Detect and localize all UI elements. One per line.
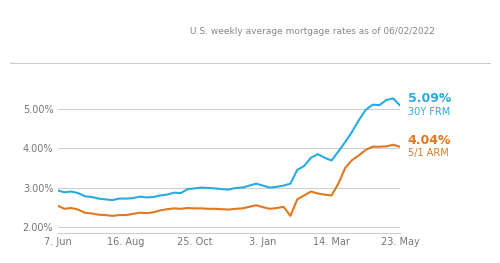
- Text: 5.09%: 5.09%: [408, 92, 451, 105]
- Text: 30Y FRM: 30Y FRM: [408, 107, 450, 117]
- Text: 5/1 ARM: 5/1 ARM: [408, 148, 449, 158]
- Text: U.S. weekly average mortgage rates as of 06/02/2022: U.S. weekly average mortgage rates as of…: [190, 27, 435, 36]
- Text: 4.04%: 4.04%: [408, 134, 451, 147]
